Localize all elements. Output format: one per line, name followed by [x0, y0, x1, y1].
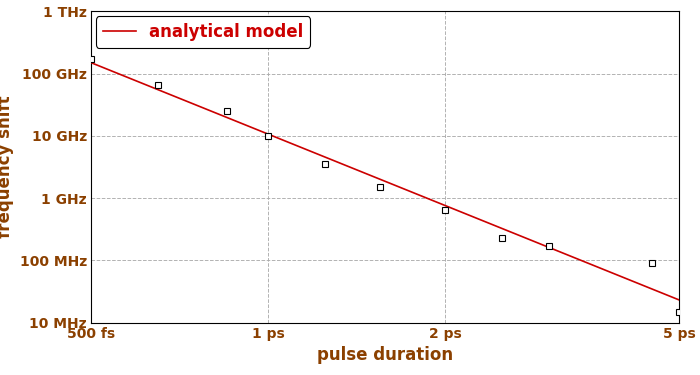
- analytical model: [370, 174, 378, 179]
- Y-axis label: frequency shift: frequency shift: [0, 96, 14, 238]
- Line: analytical model: analytical model: [91, 63, 679, 300]
- analytical model: [87, 60, 95, 65]
- analytical model: [437, 202, 445, 206]
- analytical model: [675, 298, 683, 302]
- Legend: analytical model: analytical model: [96, 16, 310, 48]
- analytical model: [568, 255, 577, 260]
- X-axis label: pulse duration: pulse duration: [317, 346, 453, 364]
- analytical model: [405, 189, 414, 193]
- analytical model: [366, 173, 375, 178]
- analytical model: [661, 292, 669, 297]
